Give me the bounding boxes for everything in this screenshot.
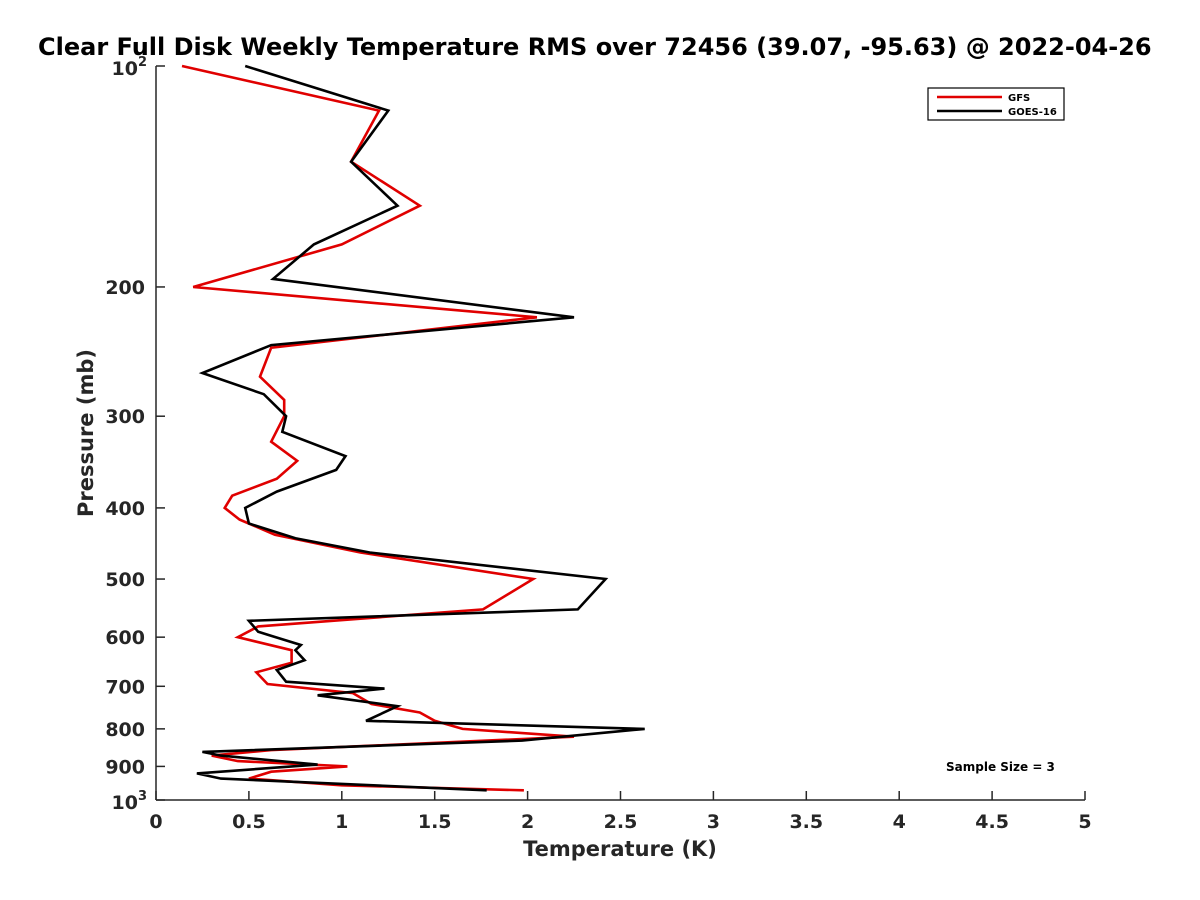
y-axis-label: Pressure (mb): [74, 349, 98, 517]
y-tick-label: 700: [105, 676, 145, 698]
x-tick-label: 3.5: [789, 811, 823, 833]
y-tick-label: 900: [105, 756, 145, 778]
x-tick-label: 1: [335, 811, 348, 833]
sample-size-annotation: Sample Size = 3: [946, 760, 1055, 774]
x-tick-label: 4.5: [975, 811, 1009, 833]
chart-title: Clear Full Disk Weekly Temperature RMS o…: [38, 33, 1152, 61]
series-layer: [181, 64, 645, 792]
legend-box: [927, 87, 1065, 121]
x-axis-label: Temperature (K): [523, 837, 717, 861]
x-tick-label: 0.5: [232, 811, 266, 833]
y-tick-label: 300: [105, 406, 145, 428]
y-axis: 102 200 300 400 500 600 700 800 900 103: [105, 55, 165, 814]
legend: GFS GOES-16: [927, 87, 1065, 121]
x-tick-label: 0: [149, 811, 162, 833]
y-tick-label: 103: [112, 789, 148, 814]
series-line-gfs: [181, 64, 575, 792]
x-tick-label: 2.5: [604, 811, 638, 833]
y-tick-label: 500: [105, 569, 145, 591]
legend-label-goes16: GOES-16: [1008, 107, 1057, 118]
y-tick-label: 800: [105, 719, 145, 741]
y-tick-label: 102: [112, 55, 148, 80]
x-axis: 0 0.5 1 1.5 2 2.5 3 3.5 4 4.5 5: [149, 791, 1092, 833]
x-tick-label: 4: [893, 811, 906, 833]
x-tick-label: 3: [707, 811, 720, 833]
y-tick-label: 200: [105, 277, 145, 299]
y-tick-label: 600: [105, 627, 145, 649]
x-tick-label: 2: [521, 811, 534, 833]
y-tick-label: 400: [105, 498, 145, 520]
series-line-goes16: [196, 64, 645, 792]
x-tick-label: 5: [1078, 811, 1091, 833]
x-tick-label: 1.5: [418, 811, 452, 833]
legend-label-gfs: GFS: [1008, 93, 1030, 104]
